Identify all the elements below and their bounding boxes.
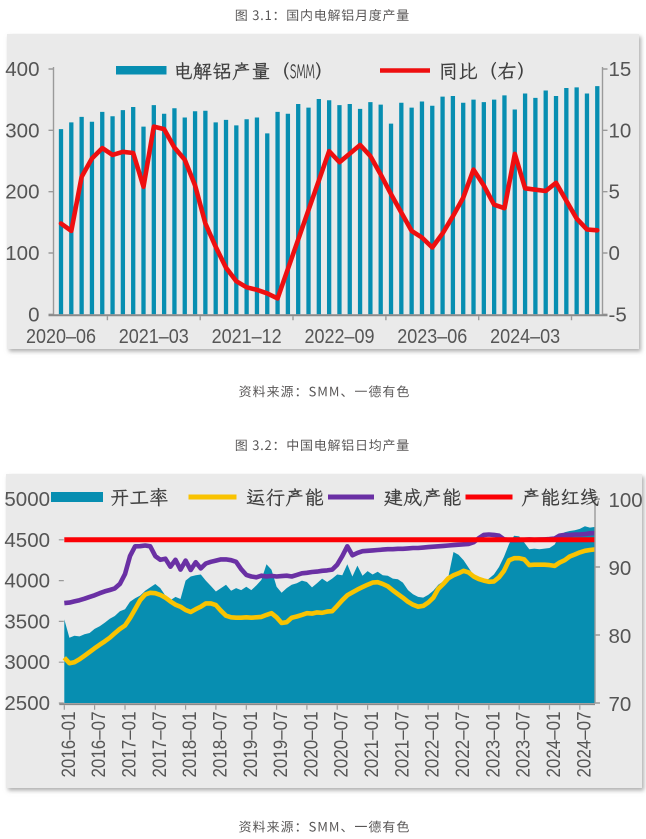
svg-text:2021–07: 2021–07 — [392, 712, 413, 778]
svg-text:2500: 2500 — [4, 692, 50, 715]
svg-text:2019–01: 2019–01 — [241, 712, 262, 778]
svg-text:200: 200 — [5, 181, 39, 204]
svg-text:2016–01: 2016–01 — [59, 712, 80, 778]
svg-text:2024–01: 2024–01 — [544, 712, 565, 778]
svg-text:0: 0 — [28, 303, 39, 326]
svg-text:2022–07: 2022–07 — [453, 712, 474, 778]
svg-text:2023–07: 2023–07 — [514, 712, 535, 778]
svg-text:3500: 3500 — [4, 610, 50, 633]
svg-text:2017–01: 2017–01 — [120, 712, 141, 778]
svg-text:2020–06: 2020–06 — [26, 326, 96, 348]
svg-text:4000: 4000 — [4, 570, 50, 593]
svg-text:2022–09: 2022–09 — [305, 326, 375, 348]
svg-text:90: 90 — [609, 557, 632, 580]
svg-text:15: 15 — [609, 58, 632, 81]
svg-text:2023–01: 2023–01 — [483, 712, 504, 778]
svg-text:100: 100 — [5, 242, 39, 265]
svg-text:2020–07: 2020–07 — [332, 712, 353, 778]
svg-text:5: 5 — [609, 181, 620, 204]
svg-text:2021–01: 2021–01 — [362, 712, 383, 778]
svg-text:3000: 3000 — [4, 651, 50, 674]
svg-text:2018–01: 2018–01 — [180, 712, 201, 778]
svg-text:2020–01: 2020–01 — [301, 712, 322, 778]
svg-text:2021–12: 2021–12 — [212, 326, 282, 348]
svg-text:5000: 5000 — [4, 488, 50, 511]
svg-text:70: 70 — [609, 693, 632, 716]
svg-text:2018–07: 2018–07 — [210, 712, 231, 778]
svg-text:300: 300 — [5, 119, 39, 142]
svg-text:2016–07: 2016–07 — [89, 712, 110, 778]
svg-text:2019–07: 2019–07 — [271, 712, 292, 778]
svg-text:2024–03: 2024–03 — [490, 326, 560, 348]
svg-text:400: 400 — [5, 58, 39, 81]
svg-text:4500: 4500 — [4, 529, 50, 552]
svg-text:2017–07: 2017–07 — [150, 712, 171, 778]
svg-text:-5: -5 — [609, 303, 627, 326]
svg-text:2023–06: 2023–06 — [397, 326, 467, 348]
svg-text:2021–03: 2021–03 — [119, 326, 189, 348]
svg-text:100: 100 — [609, 489, 643, 512]
svg-text:10: 10 — [609, 119, 632, 142]
svg-text:0: 0 — [609, 242, 620, 265]
svg-text:2024–07: 2024–07 — [574, 712, 595, 778]
svg-text:2022–01: 2022–01 — [423, 712, 444, 778]
svg-text:80: 80 — [609, 625, 632, 648]
